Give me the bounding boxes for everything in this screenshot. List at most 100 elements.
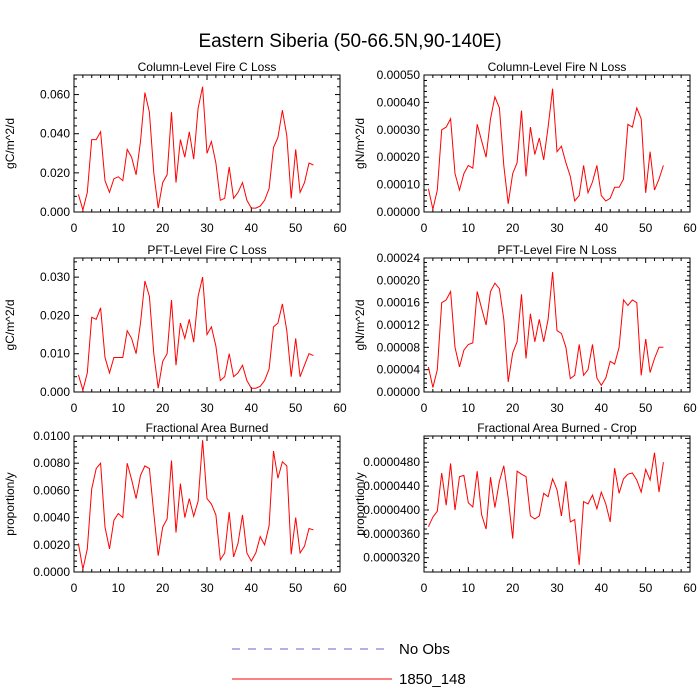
x-tick-label: 50 <box>289 581 303 595</box>
y-tick-label: 0.0000360 <box>363 527 420 541</box>
series-line <box>427 271 664 388</box>
chart-title: Column-Level Fire N Loss <box>488 60 627 74</box>
y-tick-label: 0.00004 <box>377 363 421 377</box>
x-tick-label: 60 <box>333 221 347 235</box>
y-tick-label: 0.0100 <box>33 429 70 443</box>
chart-title: PFT-Level Fire C Loss <box>147 243 266 257</box>
y-tick-label: 0.0000320 <box>363 551 420 565</box>
y-tick-label: 0.060 <box>40 88 70 102</box>
x-tick-label: 20 <box>156 221 170 235</box>
y-tick-label: 0.010 <box>40 347 70 361</box>
x-tick-label: 30 <box>200 401 214 415</box>
y-tick-label: 0.000 <box>40 385 70 399</box>
y-tick-label: 0.030 <box>40 270 70 284</box>
x-tick-label: 0 <box>421 221 428 235</box>
y-tick-label: 0.0000400 <box>363 503 420 517</box>
chart-panel: Column-Level Fire C Loss gC/m^2/d 0 10 20 30 4… <box>3 60 347 235</box>
y-tick-label: 0.020 <box>40 308 70 322</box>
y-tick-label: 0.00020 <box>377 150 421 164</box>
x-tick-label: 0 <box>71 581 78 595</box>
series-line <box>427 88 664 210</box>
x-tick-label: 10 <box>112 401 126 415</box>
x-tick-label: 0 <box>421 581 428 595</box>
legend: No Obs 1850_148 <box>232 641 466 688</box>
x-tick-label: 50 <box>639 221 653 235</box>
y-tick-label: 0.00000 <box>377 205 421 219</box>
x-tick-label: 60 <box>333 401 347 415</box>
x-tick-label: 20 <box>506 401 520 415</box>
chart-panel: PFT-Level Fire C Loss gC/m^2/d 0 10 20 30 40 50… <box>3 243 347 415</box>
y-tick-label: 0.0020 <box>33 538 70 552</box>
plot-frame <box>73 257 341 393</box>
x-tick-label: 60 <box>333 581 347 595</box>
y-tick-label: 0.000 <box>40 205 70 219</box>
y-axis-label: gN/m^2/d <box>353 118 367 169</box>
plot-frame <box>423 435 691 573</box>
x-tick-label: 40 <box>245 581 259 595</box>
x-tick-label: 30 <box>550 221 564 235</box>
chart-panels: Column-Level Fire C Loss gC/m^2/d 0 10 20 30 4… <box>3 60 697 595</box>
x-tick-label: 20 <box>156 581 170 595</box>
y-tick-label: 0.0000480 <box>363 455 420 469</box>
y-tick-label: 0.0060 <box>33 483 70 497</box>
x-tick-label: 10 <box>462 581 476 595</box>
x-tick-label: 0 <box>71 401 78 415</box>
x-tick-label: 40 <box>595 401 609 415</box>
chart-panel: Fractional Area Burned proportion/y 0 10 20 3… <box>3 421 347 595</box>
x-tick-label: 0 <box>71 221 78 235</box>
x-tick-label: 20 <box>506 581 520 595</box>
y-tick-label: 0.00008 <box>377 340 421 354</box>
y-tick-label: 0.00010 <box>377 178 421 192</box>
y-tick-label: 0.0000 <box>33 565 70 579</box>
legend-obs-label: No Obs <box>399 641 450 658</box>
x-tick-label: 0 <box>421 401 428 415</box>
x-tick-label: 10 <box>462 221 476 235</box>
chart-panel: Fractional Area Burned - Crop proportion/… <box>353 421 697 595</box>
series-line <box>77 440 314 570</box>
y-axis-label: gN/m^2/d <box>353 300 367 351</box>
x-tick-label: 30 <box>550 401 564 415</box>
x-tick-label: 60 <box>683 221 697 235</box>
y-axis-label: gC/m^2/d <box>3 118 17 169</box>
y-tick-label: 0.00016 <box>377 296 421 310</box>
y-tick-label: 0.00050 <box>377 68 421 82</box>
x-tick-label: 40 <box>245 401 259 415</box>
x-tick-label: 40 <box>595 221 609 235</box>
y-tick-label: 0.0040 <box>33 511 70 525</box>
x-tick-label: 30 <box>200 581 214 595</box>
x-tick-label: 50 <box>289 221 303 235</box>
chart-title: Column-Level Fire C Loss <box>138 60 277 74</box>
series-line <box>77 86 314 212</box>
x-tick-label: 30 <box>200 221 214 235</box>
x-tick-label: 50 <box>639 581 653 595</box>
y-tick-label: 0.0000440 <box>363 479 420 493</box>
y-tick-label: 0.0080 <box>33 456 70 470</box>
x-tick-label: 30 <box>550 581 564 595</box>
y-tick-label: 0.00012 <box>377 318 421 332</box>
y-tick-label: 0.040 <box>40 127 70 141</box>
x-tick-label: 60 <box>683 401 697 415</box>
x-tick-label: 20 <box>506 221 520 235</box>
legend-model-label: 1850_148 <box>399 671 466 688</box>
plot-frame <box>423 74 691 213</box>
x-tick-label: 40 <box>595 581 609 595</box>
x-tick-label: 50 <box>289 401 303 415</box>
chart-panel: Column-Level Fire N Loss gN/m^2/d 0 10 20 30 4… <box>353 60 697 235</box>
y-tick-label: 0.00040 <box>377 95 421 109</box>
x-tick-label: 60 <box>683 581 697 595</box>
x-tick-label: 20 <box>156 401 170 415</box>
series-line <box>77 276 314 392</box>
series-line <box>427 452 664 565</box>
chart-title: Fractional Area Burned <box>146 421 269 435</box>
y-tick-label: 0.00000 <box>377 385 421 399</box>
chart-panel: PFT-Level Fire N Loss gN/m^2/d 0 10 20 30 40 50… <box>353 243 697 415</box>
y-axis-label: proportion/y <box>3 472 17 535</box>
y-tick-label: 0.00024 <box>377 251 421 265</box>
x-tick-label: 50 <box>639 401 653 415</box>
y-axis-label: gC/m^2/d <box>3 300 17 351</box>
x-tick-label: 10 <box>462 401 476 415</box>
chart-title: Fractional Area Burned - Crop <box>477 421 637 435</box>
y-axis-label: proportion/y <box>353 472 367 535</box>
y-tick-label: 0.00020 <box>377 273 421 287</box>
